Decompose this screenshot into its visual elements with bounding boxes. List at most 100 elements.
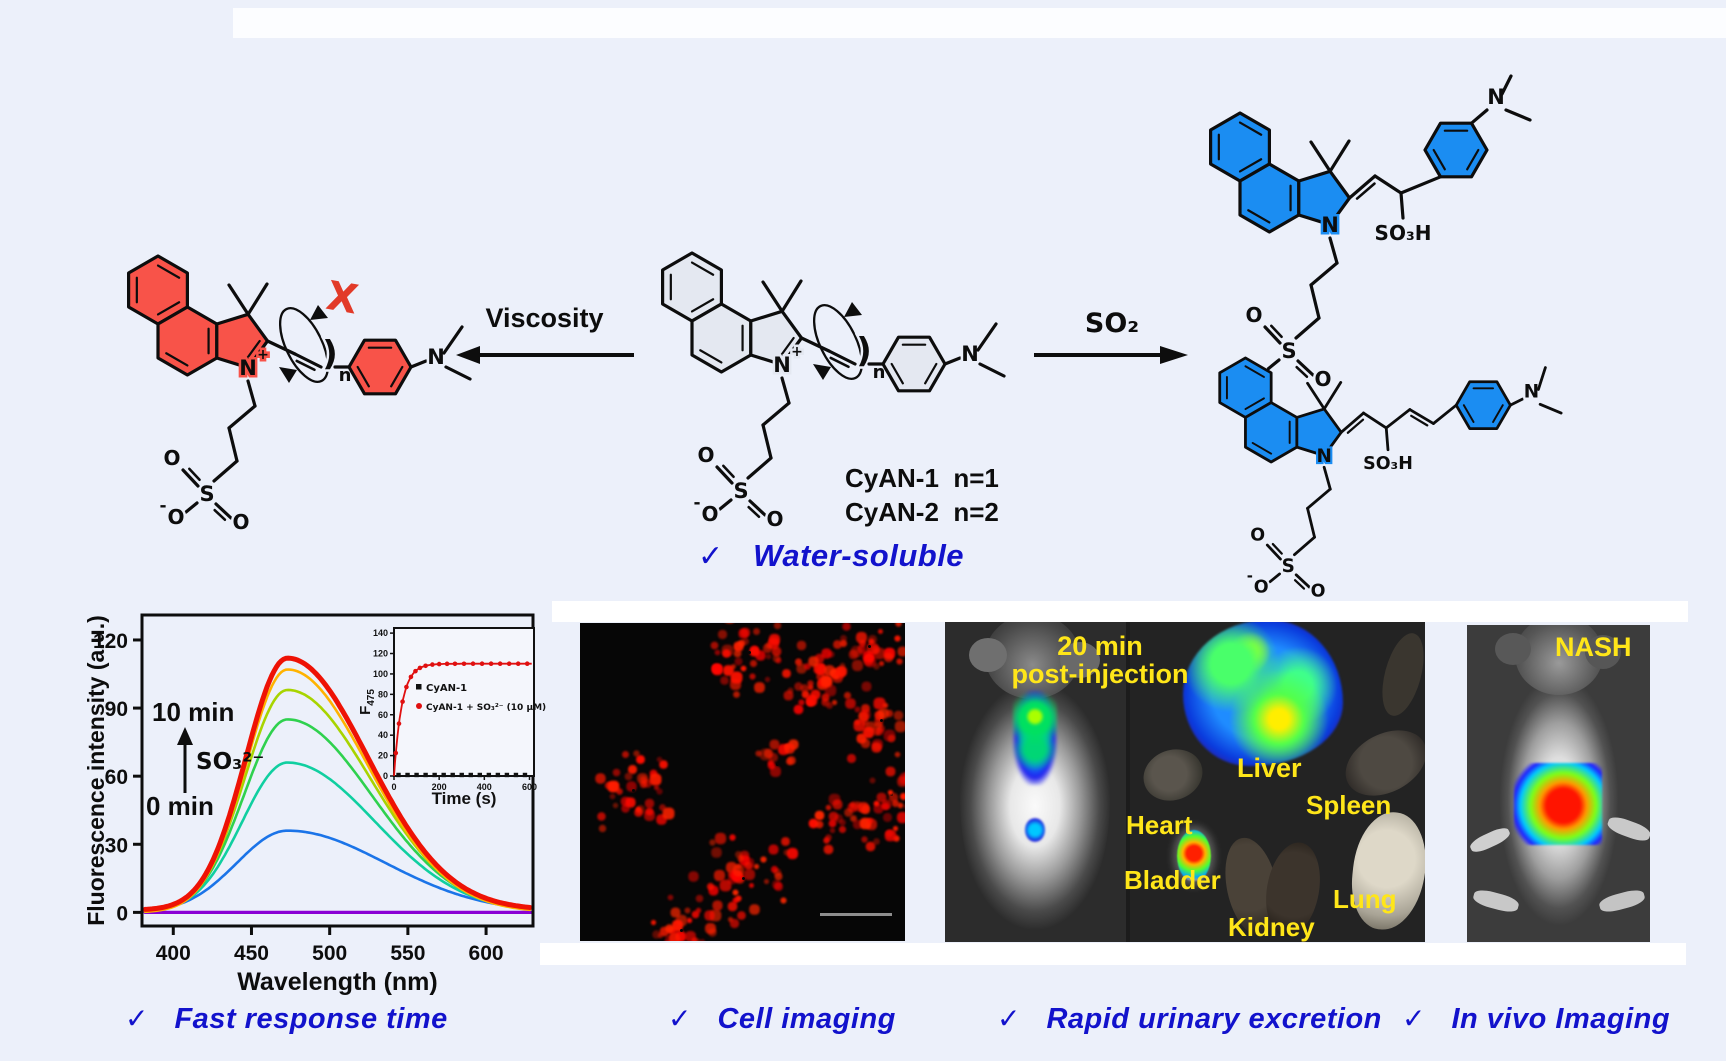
bond xyxy=(780,279,803,313)
inset-red-marker xyxy=(506,661,512,667)
x-tick-label: 450 xyxy=(234,942,269,965)
inset-black-marker xyxy=(396,772,401,778)
bond xyxy=(761,401,791,427)
rotation-arrow-head xyxy=(279,367,297,383)
compound-names: CyAN-1 n=1 CyAN-2 n=2 xyxy=(845,462,999,530)
cell-fluorescence-cluster xyxy=(680,929,683,932)
cell-fluorescence-cluster xyxy=(890,793,893,796)
ring xyxy=(215,312,270,370)
inset-black-marker xyxy=(495,772,501,778)
organ-label-lung: Lung xyxy=(1333,884,1397,914)
rotation-arrow-head xyxy=(844,302,862,317)
bond xyxy=(1294,316,1321,340)
charge-label: + xyxy=(257,347,269,363)
inset-black-marker xyxy=(504,772,510,778)
bond xyxy=(1322,381,1343,411)
inset-black-marker xyxy=(414,772,419,778)
bond xyxy=(1271,542,1283,555)
atom-label: O xyxy=(1254,577,1269,597)
cell-imaging-panel xyxy=(580,623,905,941)
organ-label-kidney: Kidney xyxy=(1228,912,1315,942)
inset-y-tick-label: 140 xyxy=(373,628,388,638)
feature-label: Rapid urinary excretion xyxy=(1046,1003,1382,1035)
y-tick-label: 90 xyxy=(105,698,128,721)
bond xyxy=(799,336,831,353)
bond xyxy=(1384,426,1390,452)
cell-fluorescence-cluster xyxy=(848,823,851,826)
liver-organ xyxy=(1183,622,1343,766)
organ-label-bladder: Bladder xyxy=(1124,865,1221,895)
bond xyxy=(444,365,472,381)
feature-label: Cell imaging xyxy=(717,1003,896,1035)
check-icon: ✓ xyxy=(698,539,724,574)
inset-y-tick-label: 100 xyxy=(373,669,388,679)
cell-fluorescence-cluster xyxy=(880,719,883,722)
atom-label: O xyxy=(163,446,180,470)
viscosity-label: Viscosity xyxy=(485,303,604,333)
bond xyxy=(829,356,850,369)
fluorescence-signal-bladder xyxy=(1025,818,1045,842)
bond xyxy=(1296,359,1315,377)
y-tick-label: 60 xyxy=(105,766,128,789)
inset-red-marker xyxy=(488,661,494,667)
inset-red-marker xyxy=(479,661,485,667)
bond xyxy=(442,325,464,355)
inset-black-marker xyxy=(459,772,464,778)
bond xyxy=(1309,140,1332,173)
inset-red-marker xyxy=(423,663,428,669)
rotation-arrow-head xyxy=(310,305,328,320)
bond xyxy=(1536,366,1547,391)
bond xyxy=(761,280,784,313)
bond xyxy=(690,261,715,276)
inset-y-title: F475 xyxy=(357,689,377,715)
inset-black-marker xyxy=(468,772,473,778)
legend-label-cyan1: CyAN-1 xyxy=(426,683,467,694)
x-tick-label: 600 xyxy=(469,942,504,965)
check-icon: ✓ xyxy=(997,1002,1021,1035)
inset-red-marker xyxy=(436,661,442,667)
cell-fluorescence-cluster xyxy=(632,789,635,792)
organ-label-spleen: Spleen xyxy=(1306,790,1392,820)
bond xyxy=(1346,418,1365,434)
ring xyxy=(1295,407,1343,458)
y-tick-label: 30 xyxy=(105,834,128,857)
check-icon: ✓ xyxy=(1402,1002,1426,1035)
inset-y-tick-label: 0 xyxy=(383,771,388,781)
atom-label: O xyxy=(697,443,714,467)
annotation-10min: 10 min xyxy=(152,697,234,727)
inset-red-marker xyxy=(515,661,521,667)
bond xyxy=(1500,74,1513,96)
invivo-title: 20 min post-injection xyxy=(1010,632,1190,689)
atom-label: O xyxy=(232,510,249,534)
bond xyxy=(715,465,734,485)
bond xyxy=(212,459,239,483)
invivo-title-line2: post-injection xyxy=(1011,659,1189,690)
inset-y-tick-label: 60 xyxy=(378,710,388,720)
inset-red-marker xyxy=(470,661,476,667)
bond xyxy=(690,298,715,313)
rotation-arrow-head xyxy=(813,364,831,380)
check-icon: ✓ xyxy=(668,1002,692,1035)
bond xyxy=(1309,283,1321,320)
feature-fast-response: ✓ Fast response time xyxy=(125,1002,448,1036)
feature-label: Fast response time xyxy=(174,1003,448,1035)
viscosity-arrow xyxy=(456,346,634,364)
inset-black-marker xyxy=(405,772,410,778)
bond xyxy=(1238,121,1263,136)
bridge-bracket: ) xyxy=(856,331,872,371)
inset-red-marker xyxy=(404,684,409,690)
bond xyxy=(1306,381,1326,411)
inset-frame xyxy=(393,627,535,777)
bond xyxy=(890,362,904,385)
bond xyxy=(748,499,767,517)
cell-fluorescence-cluster xyxy=(748,651,751,654)
kinetics-inset-plot: 0 20 40 60 80 100 120 140 0 200 400 600 Time (s) F475… xyxy=(357,627,546,808)
bond xyxy=(1293,579,1306,590)
bond xyxy=(1399,175,1443,195)
bond xyxy=(1294,573,1311,589)
bond xyxy=(1263,325,1282,345)
bond xyxy=(1509,397,1525,407)
legend-label-cyan1-so3: CyAN-1 + SO₃²⁻ (10 μM) xyxy=(426,703,546,713)
